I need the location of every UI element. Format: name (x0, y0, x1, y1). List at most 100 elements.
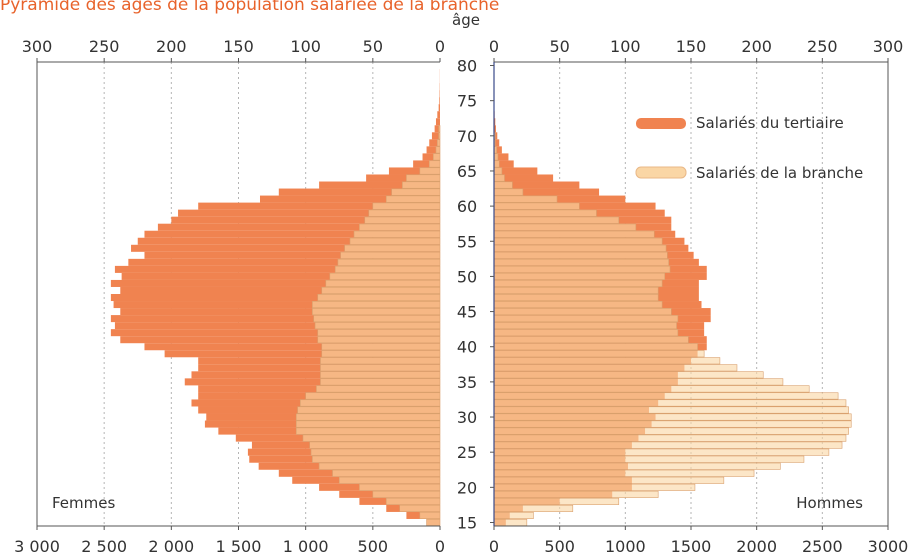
bar-tertiaire-hommes (494, 160, 514, 168)
age-tick-label: 25 (457, 443, 477, 462)
bottom-tick-label-left: 3 000 (14, 537, 60, 556)
bar-tertiaire-femmes (435, 118, 440, 126)
bar-branche-femmes (320, 357, 441, 365)
bar-tertiaire-femmes (144, 343, 440, 351)
bar-branche-hommes (493, 258, 669, 266)
bar-branche-hommes (493, 434, 847, 442)
bar-tertiaire-femmes (438, 104, 440, 112)
age-tick-label: 65 (457, 162, 477, 181)
bar-tertiaire-hommes (494, 188, 600, 196)
bar-tertiaire-femmes (278, 188, 440, 196)
top-tick-label-right: 250 (807, 37, 838, 56)
bar-tertiaire-femmes (184, 378, 440, 386)
age-tick-label: 40 (457, 338, 477, 357)
top-tick-label-left: 0 (435, 37, 445, 56)
bottom-tick-label-left: 2 500 (81, 537, 127, 556)
bar-branche-femmes (399, 504, 441, 512)
bar-branche-hommes (493, 336, 689, 344)
top-tick-label-left: 200 (156, 37, 187, 56)
bar-tertiaire-femmes (198, 357, 440, 365)
bar-branche-femmes (337, 258, 441, 266)
bar-tertiaire-hommes (494, 153, 509, 161)
top-tick-label-left: 300 (22, 37, 53, 56)
bar-tertiaire-femmes (319, 181, 440, 189)
bar-branche-femmes (314, 322, 441, 330)
bar-branche-femmes (320, 364, 441, 372)
top-tick-label-right: 150 (676, 37, 707, 56)
age-tick-label: 80 (457, 57, 477, 76)
bar-branche-femmes (426, 518, 441, 527)
bars-layer (110, 69, 852, 527)
age-tick-label: 35 (457, 373, 477, 392)
bar-branche-hommes (493, 322, 677, 330)
bar-branche-femmes (321, 343, 441, 351)
bar-branche-hommes (493, 286, 659, 294)
bottom-tick-label-left: 500 (358, 537, 389, 556)
bar-branche-hommes (493, 441, 843, 449)
bar-branche-femmes (406, 174, 441, 182)
bar-tertiaire-femmes (426, 146, 440, 154)
bar-branche-hommes (493, 448, 830, 456)
bar-tertiaire-hommes (494, 118, 496, 126)
legend-swatch-tertiaire (636, 118, 686, 129)
age-tick-label: 70 (457, 127, 477, 146)
bar-branche-femmes (295, 413, 441, 421)
bar-branche-hommes (493, 455, 805, 463)
bar-branche-femmes (402, 181, 441, 189)
bar-branche-hommes (493, 392, 839, 400)
bar-tertiaire-femmes (144, 251, 440, 259)
bar-branche-hommes (493, 420, 852, 428)
age-tick-label: 45 (457, 303, 477, 322)
bar-branche-femmes (312, 455, 441, 463)
bar-branche-femmes (297, 406, 441, 414)
bar-tertiaire-femmes (110, 329, 440, 337)
age-tick-label: 60 (457, 197, 477, 216)
bar-branche-hommes (493, 244, 667, 252)
femmes-label: Femmes (52, 494, 115, 512)
bottom-tick-label-left: 2 000 (148, 537, 194, 556)
bar-tertiaire-femmes (114, 265, 440, 273)
bar-tertiaire-femmes (434, 125, 440, 133)
bar-branche-femmes (349, 237, 441, 245)
bar-branche-hommes (493, 160, 500, 168)
bar-branche-femmes (320, 371, 441, 379)
bar-branche-hommes (493, 181, 513, 189)
bar-tertiaire-femmes (114, 322, 440, 330)
bottom-tick-label-right: 2500 (802, 537, 843, 556)
bar-branche-hommes (493, 188, 524, 196)
bottom-tick-label-right: 0 (489, 537, 499, 556)
bar-tertiaire-femmes (120, 336, 440, 344)
age-tick-label: 15 (457, 513, 477, 532)
top-tick-label-left: 50 (363, 37, 383, 56)
bar-branche-femmes (312, 308, 441, 316)
bar-branche-hommes (493, 301, 663, 309)
bar-branche-femmes (364, 216, 441, 224)
bar-branche-hommes (493, 476, 725, 484)
bar-branche-femmes (344, 244, 441, 252)
bar-tertiaire-hommes (494, 125, 496, 133)
bar-branche-femmes (368, 209, 441, 217)
bar-branche-hommes (493, 293, 659, 302)
bar-tertiaire-femmes (137, 237, 440, 245)
bar-branche-femmes (419, 167, 441, 175)
bar-branche-hommes (493, 371, 764, 379)
bar-tertiaire-femmes (191, 371, 440, 379)
bar-branche-femmes (309, 441, 441, 449)
top-tick-label-right: 200 (741, 37, 772, 56)
bar-branche-hommes (493, 462, 781, 470)
bar-branche-hommes (493, 364, 738, 372)
bar-branche-femmes (302, 434, 441, 442)
bar-tertiaire-femmes (128, 258, 440, 266)
top-tick-label-left: 250 (89, 37, 120, 56)
bar-tertiaire-femmes (429, 139, 440, 147)
bar-branche-hommes (493, 315, 679, 323)
bar-branche-hommes (493, 308, 672, 316)
bar-branche-hommes (493, 378, 784, 386)
age-tick-label: 50 (457, 267, 477, 286)
chart-title: Pyramide des âges de la population salar… (0, 0, 499, 15)
bar-branche-femmes (372, 490, 441, 498)
bar-branche-hommes (493, 413, 852, 421)
bar-branche-femmes (313, 315, 441, 323)
top-tick-label-left: 100 (290, 37, 321, 56)
